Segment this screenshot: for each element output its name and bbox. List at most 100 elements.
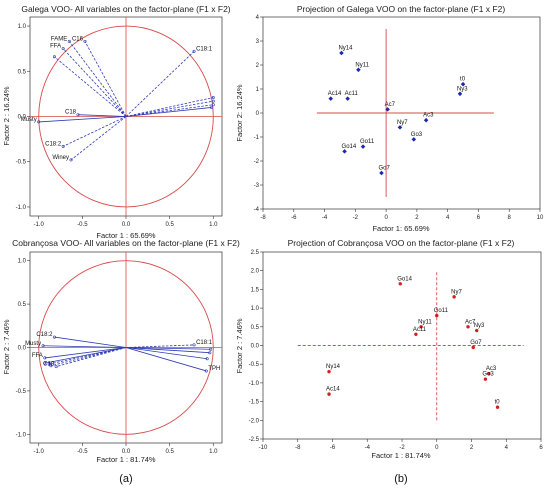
vector-label: C18:1 (196, 46, 213, 52)
x-tick-label: -2 (399, 445, 405, 451)
x-tick-label: 2 (415, 215, 419, 221)
x-tick-label: -6 (330, 445, 336, 451)
data-point (411, 137, 417, 142)
data-point (327, 369, 331, 374)
y-axis-label: Factor 2 : 7.46% (2, 319, 11, 374)
vector-label: C18 (43, 362, 55, 368)
x-tick-label: 0.5 (165, 449, 174, 455)
vector-tip (47, 362, 51, 366)
vector-tip (54, 365, 58, 369)
axis-ticks: -10 -8 -6 -4 -2 0 2 4 6 2.5 2.0 1.5 1.0 0.5 0.0 -0.5 -1.… (249, 250, 544, 451)
x-tick-label: -1.0 (34, 449, 45, 455)
vector-tip (69, 158, 73, 162)
y-tick-label: 1.0 (18, 24, 27, 30)
x-axis-label: Factor 1: 65.69% (372, 224, 429, 233)
vector-label: C18:2 (45, 141, 62, 147)
cobrancosa-variables-panel: Cobrançosa VOO- All variables on the fac… (2, 238, 240, 464)
loading-vector (68, 41, 127, 117)
x-tick-label: -1.0 (34, 222, 45, 228)
y-axis-label: Factor 2 : 16.24% (2, 86, 11, 146)
x-axis-label: Factor 1 : 65.69% (96, 231, 156, 240)
point-label: Go11 (434, 308, 449, 314)
y-tick-label: -2.5 (249, 437, 260, 443)
loading-vector (125, 344, 195, 348)
y-tick-label: 4 (256, 15, 260, 21)
x-tick-label: -0.5 (77, 222, 88, 228)
x-tick-label: -0.5 (77, 449, 88, 455)
data-point (471, 345, 475, 350)
vector-label: FFA (32, 353, 43, 359)
y-axis-label: Factor 2 : 7.46% (235, 318, 244, 373)
y-tick-label: -2.0 (249, 418, 260, 424)
loading-vector (125, 347, 207, 372)
y-tick-label: 0 (256, 111, 260, 117)
loading-vector (62, 116, 127, 147)
loading-vector (125, 100, 214, 117)
x-tick-label: 1.0 (209, 222, 218, 228)
data-point (414, 332, 418, 336)
point-label: Go14 (342, 144, 357, 150)
data-point (327, 392, 331, 396)
x-axis-label: Factor 1 : 81.74% (96, 455, 156, 464)
chart-title: Galega VOO- All variables on the factor-… (21, 4, 230, 14)
x-tick-label: 1.0 (209, 449, 218, 455)
chart-title: Projection of Cobrançosa VOO on the fact… (288, 238, 515, 248)
point-label: Ny3 (457, 86, 468, 92)
x-tick-label: 10 (537, 215, 544, 221)
axis-ticks: -1.0 -0.5 0.0 0.5 1.0 1.0 0.5 0.0 -0.5 -1.0 (16, 259, 218, 455)
point-label: Go3 (482, 372, 494, 378)
x-tick-label: 8 (508, 215, 512, 221)
data-point (419, 325, 423, 329)
y-tick-label: 2 (256, 63, 260, 69)
loading-vector (125, 97, 214, 117)
vector-tip (61, 47, 65, 51)
y-tick-label: -4 (254, 207, 260, 213)
x-axis-label: Factor 1 : 81.74% (371, 451, 431, 460)
y-tick-label: 3 (256, 39, 260, 45)
point-label: Ac3 (486, 366, 497, 372)
data-point (460, 81, 466, 87)
y-tick-label: -1.0 (16, 432, 27, 438)
y-tick-label: -0.5 (16, 160, 27, 166)
vector-tip (211, 96, 215, 100)
y-tick-label: -0.5 (249, 362, 260, 368)
loading-vector (77, 114, 127, 117)
loading-vector (50, 347, 127, 367)
loading-vector (70, 116, 127, 161)
vector-label: FFA (50, 44, 61, 50)
point-label: Ac7 (465, 319, 476, 325)
point-label: Go3 (411, 132, 423, 138)
x-tick-label: -8 (295, 445, 301, 451)
vector-label: Winey (52, 155, 69, 161)
vector-tip (205, 357, 209, 361)
loading-vector (125, 104, 214, 117)
y-tick-label: -3 (254, 183, 260, 189)
point-label: Go7 (378, 166, 390, 172)
point-label: Ny11 (418, 319, 432, 325)
y-tick-label: 2.0 (251, 269, 260, 275)
x-tick-label: 4 (505, 445, 509, 451)
y-tick-label: -1.0 (249, 381, 260, 387)
x-tick-label: -2 (353, 215, 359, 221)
y-tick-label: 0.5 (18, 69, 27, 75)
loading-vector (54, 56, 127, 117)
y-tick-label: 0.5 (251, 325, 260, 331)
loading-vector (43, 345, 127, 348)
loading-vector (84, 41, 127, 117)
vector-tip (37, 120, 41, 124)
loading-vector (125, 347, 210, 354)
y-tick-label: 1 (256, 87, 260, 93)
galega-variables-panel: Galega VOO- All variables on the factor-… (2, 4, 231, 240)
point-label: Ny11 (355, 62, 369, 68)
y-tick-label: -1.0 (16, 205, 27, 211)
point-label: Ac11 (413, 327, 427, 333)
data-point (487, 371, 491, 376)
vector-tip (209, 347, 213, 351)
point-label: Go14 (397, 276, 412, 282)
y-tick-label: -1 (254, 135, 260, 141)
y-tick-label: 0.0 (18, 346, 27, 352)
x-tick-label: -8 (260, 215, 266, 221)
vector-label: TPH (208, 366, 220, 372)
y-tick-label: 0.0 (18, 115, 27, 121)
